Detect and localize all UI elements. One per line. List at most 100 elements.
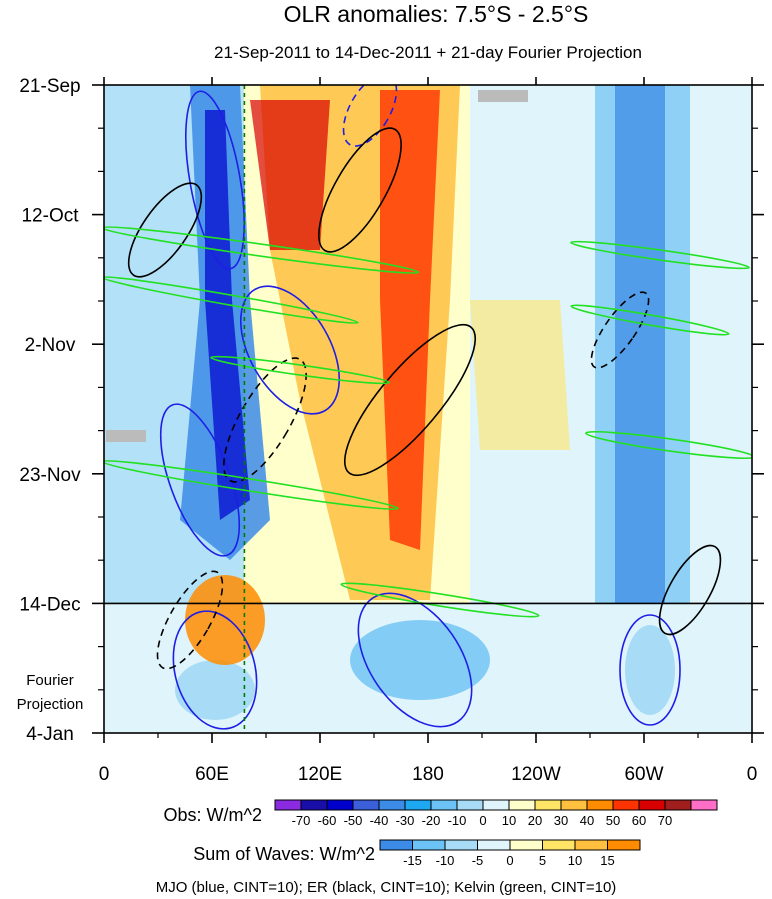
- waves-colorbar-label: Sum of Waves: W/m^2: [193, 844, 375, 864]
- colorbar-tick-label: 5: [539, 853, 546, 868]
- x-tick-label: 60E: [195, 764, 229, 785]
- waves-colorbar: -15 -10 -5 0 5 10 15: [379, 839, 641, 868]
- mjo-contour: [185, 90, 245, 270]
- x-tick-label: 0: [99, 764, 110, 785]
- colorbar-swatch: [612, 799, 640, 811]
- colorbar-swatch: [607, 839, 641, 851]
- mjo-contour: [619, 614, 681, 726]
- y-tick-label: 23-Nov: [19, 465, 81, 486]
- colorbar-tick-label: 20: [528, 813, 542, 828]
- colorbar-swatch: [664, 799, 692, 811]
- kelvin-contours: [104, 226, 752, 618]
- colorbar-tick-label: -10: [448, 813, 467, 828]
- projection-blue-patch-2: [350, 620, 490, 700]
- er-contour: [223, 357, 307, 483]
- y-tick-label: 14-Dec: [19, 594, 80, 615]
- kelvin-contour: [210, 355, 390, 385]
- x-tick-label: 120W: [511, 764, 561, 785]
- colorbar-tick-label: 30: [554, 813, 568, 828]
- projection-orange-patch: [185, 575, 265, 665]
- colorbar-tick-label: -20: [422, 813, 441, 828]
- mjo-contour: [357, 592, 473, 728]
- colorbar-swatch: [412, 839, 446, 851]
- dry-patch-east-pacific: [470, 300, 570, 450]
- colorbar-tick-label: 70: [658, 813, 672, 828]
- y-tick-label: 21-Sep: [19, 76, 80, 97]
- colorbar-tick-label: 40: [580, 813, 594, 828]
- er-contour: [590, 291, 650, 369]
- kelvin-contour: [340, 582, 540, 618]
- colorbar-tick-label: 60: [632, 813, 646, 828]
- colorbar-tick-label: -60: [318, 813, 337, 828]
- kelvin-contour: [104, 459, 399, 511]
- colorbar-tick-label: -50: [344, 813, 363, 828]
- colorbar-swatch: [542, 839, 576, 851]
- y-tick-label: 2-Nov: [25, 335, 76, 356]
- colorbar-swatch: [430, 799, 458, 811]
- y-tick-label: 12-Oct: [21, 206, 79, 227]
- missing-data-strip: [106, 430, 146, 442]
- colorbar-swatch: [477, 839, 511, 851]
- mjo-contour: [239, 285, 341, 415]
- colorbar-swatch: [690, 799, 718, 811]
- colorbar-swatch: [300, 799, 328, 811]
- mjo-contour: [342, 85, 398, 147]
- colorbar-swatch: [274, 799, 302, 811]
- kelvin-contour: [104, 226, 420, 274]
- chart-subtitle: 21-Sep-2011 to 14-Dec-2011 + 21-day Four…: [214, 43, 642, 62]
- colorbar-tick-label: 0: [506, 853, 513, 868]
- projection-label-line2: Projection: [17, 696, 84, 713]
- colorbar-tick-label: -15: [403, 853, 422, 868]
- obs-colorbar-label: Obs: W/m^2: [164, 805, 262, 825]
- obs-anomaly-field: [104, 85, 752, 733]
- colorbar-swatch: [456, 799, 484, 811]
- colorbar-swatch: [508, 799, 536, 811]
- colorbar-swatch: [379, 839, 413, 851]
- projection-blue-patch-1: [175, 660, 255, 720]
- x-axis: 0 60E 120E 180 120W 60W 0: [99, 77, 758, 785]
- colorbar-swatch: [352, 799, 380, 811]
- colorbar-tick-label: 0: [479, 813, 486, 828]
- colorbar-swatch: [534, 799, 562, 811]
- er-contour: [156, 570, 224, 670]
- obs-colorbar: -70 -60 -50 -40 -30 -20 -10 0 10 20 30 40 50 60 70: [274, 799, 718, 828]
- x-tick-label: 0: [747, 764, 758, 785]
- projection-blue-patch-3: [625, 625, 675, 715]
- kelvin-contour: [104, 276, 359, 324]
- colorbar-tick-label: -5: [472, 853, 484, 868]
- colorbar-tick-label: 15: [600, 853, 614, 868]
- kelvin-contour: [570, 240, 750, 270]
- colorbar-swatch: [586, 799, 614, 811]
- colorbar-tick-label: -40: [370, 813, 389, 828]
- kelvin-contour: [570, 304, 730, 336]
- x-tick-label: 120E: [298, 764, 342, 785]
- plot-area: [104, 85, 752, 733]
- missing-data-strip: [478, 90, 528, 102]
- y-axis: 21-Sep 12-Oct 2-Nov 23-Nov 14-Dec 4-Jan: [19, 76, 764, 745]
- x-tick-label: 180: [412, 764, 444, 785]
- projection-label-line1: Fourier: [26, 672, 74, 689]
- er-contour: [318, 127, 402, 253]
- mjo-contour: [159, 403, 241, 557]
- colorbar-swatch: [482, 799, 510, 811]
- colorbar-swatch: [560, 799, 588, 811]
- colorbar-swatch: [509, 839, 543, 851]
- colorbar-tick-label: 10: [568, 853, 582, 868]
- colorbar-swatch: [404, 799, 432, 811]
- x-tick-label: 60W: [624, 764, 663, 785]
- colorbar-tick-label: 50: [606, 813, 620, 828]
- colorbar-swatch: [444, 839, 478, 851]
- mjo-contours: [159, 85, 681, 730]
- chart-title: OLR anomalies: 7.5°S - 2.5°S: [284, 1, 589, 27]
- colorbar-swatch: [378, 799, 406, 811]
- footer-note: MJO (blue, CINT=10); ER (black, CINT=10)…: [156, 879, 617, 896]
- er-contours: [127, 127, 722, 670]
- convective-core-atlantic: [615, 85, 665, 605]
- colorbar-swatch: [638, 799, 666, 811]
- kelvin-contour: [585, 430, 752, 460]
- colorbar-tick-label: -30: [396, 813, 415, 828]
- colorbar-swatch: [574, 839, 608, 851]
- colorbar-tick-label: 10: [502, 813, 516, 828]
- colorbar-tick-label: -70: [292, 813, 311, 828]
